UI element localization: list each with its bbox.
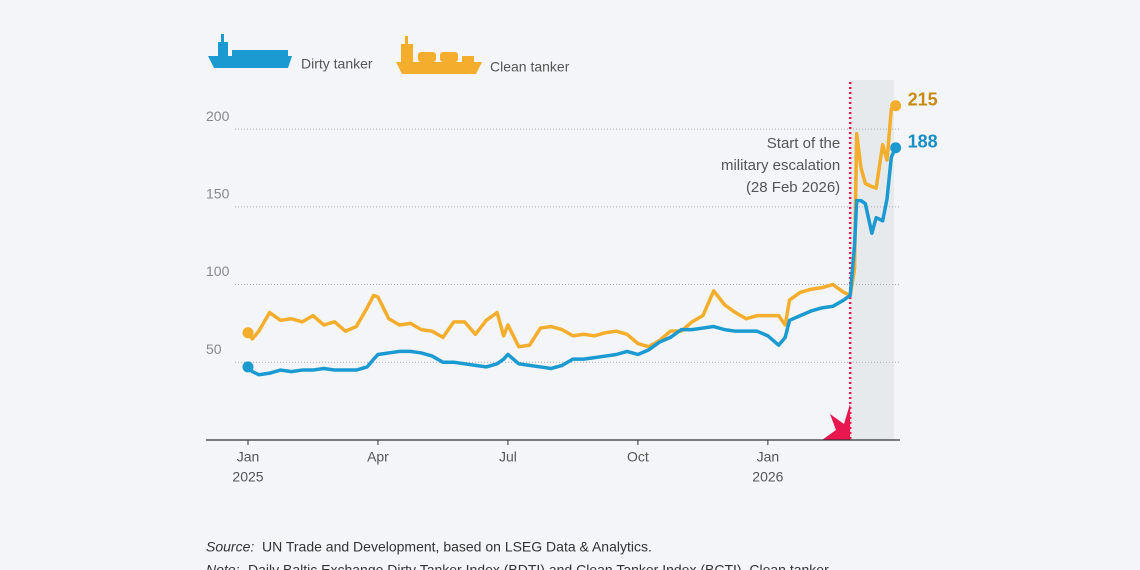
x-year-label: 2025 bbox=[232, 469, 263, 485]
annotation: Start of the bbox=[767, 135, 840, 152]
source-label: Source: bbox=[206, 539, 254, 555]
series-line bbox=[246, 104, 897, 349]
legend-label: Dirty tanker bbox=[301, 56, 373, 72]
x-tick-label: Apr bbox=[367, 449, 389, 465]
value-label: 188 bbox=[908, 131, 938, 151]
end-point bbox=[242, 327, 254, 339]
dirty-tanker-icon bbox=[208, 34, 292, 68]
annotation: military escalation bbox=[721, 157, 840, 174]
note-text: Daily Baltic Exchange Dirty Tanker Index… bbox=[248, 562, 829, 570]
x-tick-label: Jan bbox=[757, 449, 780, 465]
clean-tanker-icon bbox=[396, 36, 482, 74]
legend-label: Clean tanker bbox=[490, 59, 570, 75]
y-tick-label: 50 bbox=[206, 341, 222, 357]
end-point bbox=[890, 100, 902, 112]
x-tick-label: Oct bbox=[627, 449, 649, 465]
y-tick-label: 200 bbox=[206, 108, 230, 124]
x-tick-label: Jan bbox=[237, 449, 260, 465]
annotation: (28 Feb 2026) bbox=[746, 179, 840, 196]
series-line bbox=[246, 147, 898, 377]
x-tick-label: Jul bbox=[499, 449, 517, 465]
x-year-label: 2026 bbox=[752, 469, 783, 485]
y-tick-label: 100 bbox=[206, 263, 230, 279]
end-point bbox=[242, 361, 254, 373]
y-tick-label: 150 bbox=[206, 186, 230, 202]
end-point bbox=[890, 142, 902, 154]
note-label: Note: bbox=[206, 562, 240, 570]
source-text: UN Trade and Development, based on LSEG … bbox=[262, 539, 652, 555]
value-label: 215 bbox=[908, 90, 938, 110]
